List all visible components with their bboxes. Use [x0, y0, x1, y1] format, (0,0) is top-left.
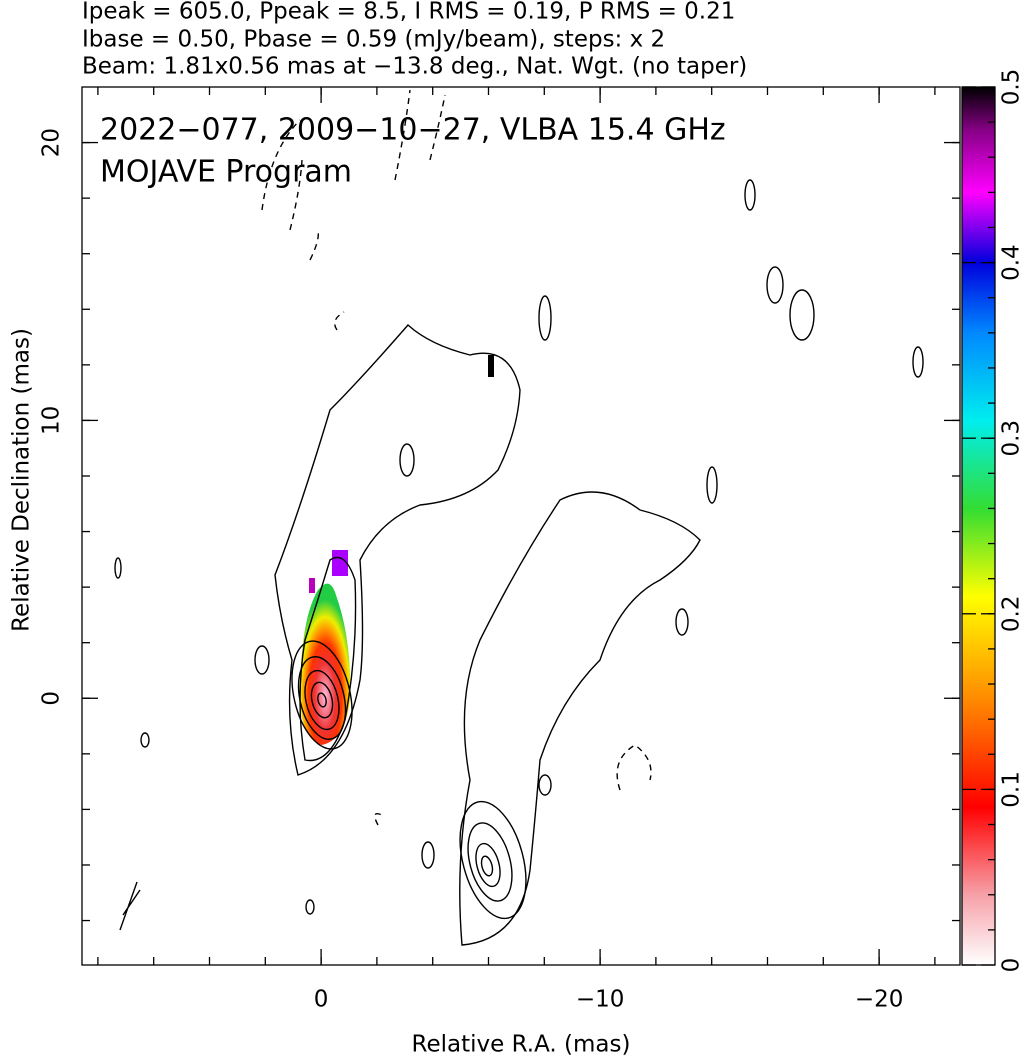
y-tick-label: 10 — [39, 406, 65, 435]
y-tick-label: 20 — [39, 128, 65, 157]
map-title: 2022−077, 2009−10−27, VLBA 15.4 GHz — [100, 113, 726, 148]
plot-area — [81, 86, 961, 966]
y-axis-label: Relative Declination (mas) — [9, 328, 35, 632]
x-tick-label: −20 — [855, 987, 904, 1013]
plot-frame — [81, 86, 961, 966]
polarization-image — [332, 550, 348, 576]
colorbar-tick-label: 0.1 — [999, 771, 1022, 808]
colorbar-tick-label: 0.4 — [999, 244, 1022, 281]
polarization-image — [488, 355, 494, 377]
x-tick-label: 0 — [314, 987, 329, 1013]
header-line: Beam: 1.81x0.56 mas at −13.8 deg., Nat. … — [82, 54, 747, 80]
colorbar-tick-label: 0.5 — [999, 69, 1022, 106]
colorbar-tick-label: 0.2 — [999, 596, 1022, 633]
colorbar-tick-label: 0 — [999, 958, 1022, 973]
colorbar — [961, 86, 996, 966]
map-subtitle: MOJAVE Program — [100, 155, 352, 190]
colorbar-tick-label: 0.3 — [999, 420, 1022, 457]
x-axis-label: Relative R.A. (mas) — [412, 1032, 631, 1058]
y-tick-label: 0 — [39, 691, 65, 706]
x-tick-label: −10 — [576, 987, 625, 1013]
polarization-image — [309, 578, 315, 593]
header-line: Ibase = 0.50, Pbase = 0.59 (mJy/beam), s… — [82, 27, 665, 53]
header-line: Ipeak = 605.0, Ppeak = 8.5, I RMS = 0.19… — [82, 0, 735, 25]
contours — [114, 89, 924, 946]
